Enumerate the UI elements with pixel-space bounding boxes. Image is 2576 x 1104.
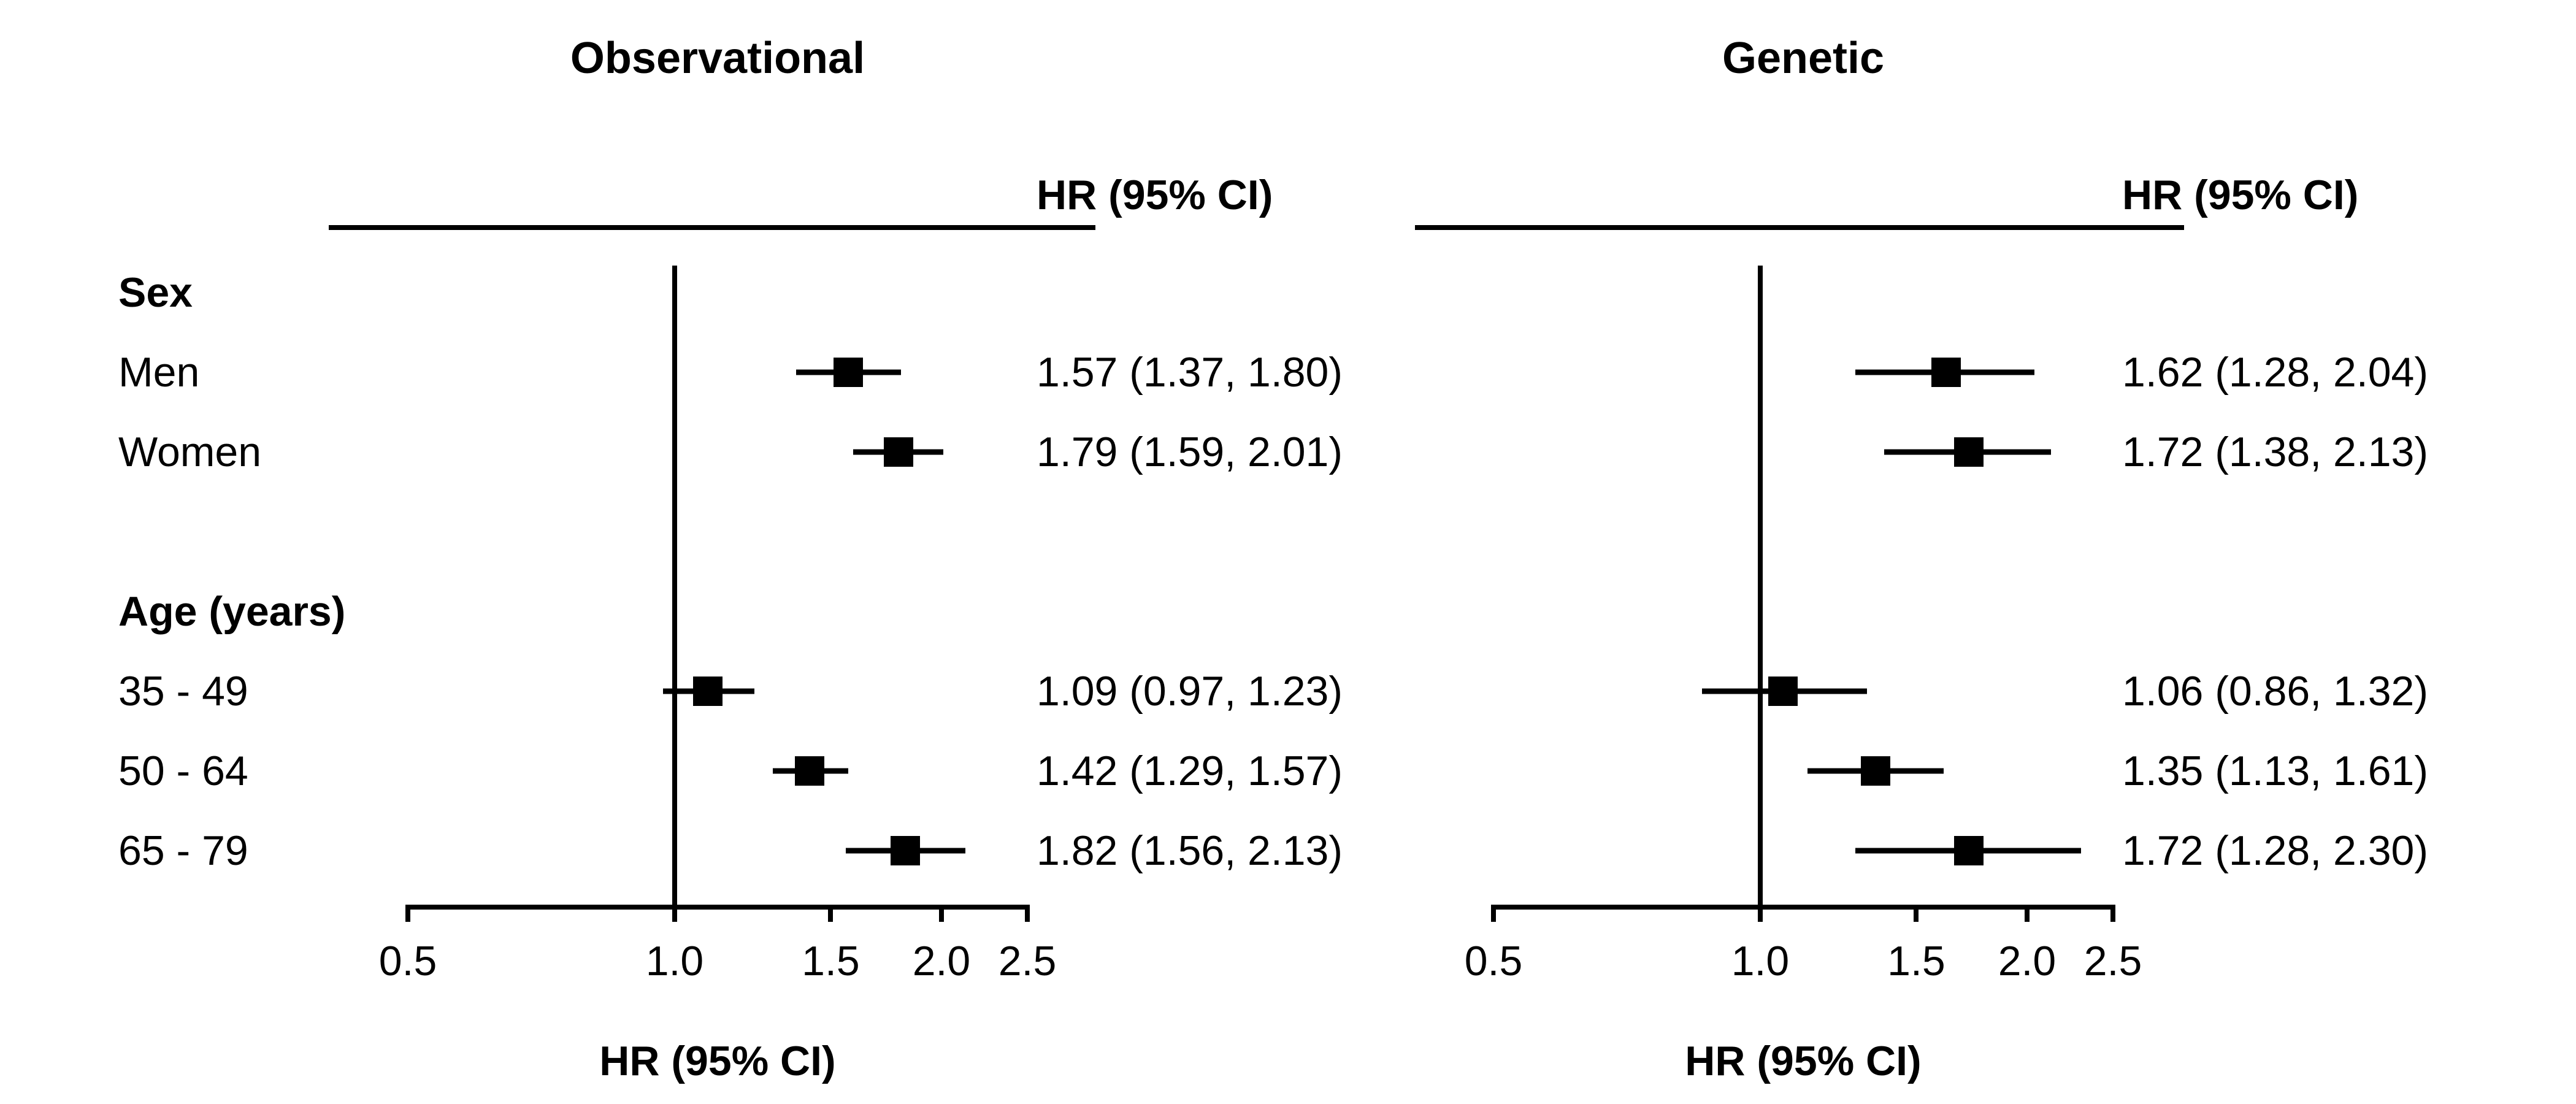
x-tick-label: 0.5 (378, 938, 437, 984)
x-axis-tick (1025, 907, 1030, 922)
column-header: HR (95% CI) (2122, 172, 2359, 218)
x-tick-label: 1.0 (1731, 938, 1790, 984)
x-axis-tick (2110, 907, 2115, 922)
x-axis-tick (1491, 907, 1496, 922)
estimate-value-text: 1.62 (1.28, 2.04) (2122, 349, 2429, 396)
estimate-square (1861, 756, 1891, 786)
row-label: 50 - 64 (118, 748, 248, 794)
estimate-value-text: 1.79 (1.59, 2.01) (1037, 429, 1343, 475)
x-tick-label: 2.0 (1998, 938, 2057, 984)
x-tick-label: 0.5 (1464, 938, 1523, 984)
estimate-square (1931, 358, 1961, 387)
x-tick-label: 2.0 (912, 938, 971, 984)
x-axis-line (1491, 905, 2115, 910)
estimate-value-text: 1.35 (1.13, 1.61) (2122, 748, 2429, 794)
axis-title: HR (95% CI) (599, 1038, 836, 1084)
panel-title: Genetic (1722, 34, 1885, 83)
row-label: 65 - 79 (118, 827, 248, 874)
row-label: Men (118, 349, 200, 396)
x-tick-label: 1.5 (1887, 938, 1945, 984)
estimate-value-text: 1.72 (1.28, 2.30) (2122, 827, 2429, 874)
x-axis-tick (672, 907, 677, 922)
column-header: HR (95% CI) (1037, 172, 1273, 218)
row-label: 35 - 49 (118, 668, 248, 715)
x-axis-tick (1914, 907, 1919, 922)
x-axis-tick (405, 907, 410, 922)
estimate-square (795, 756, 825, 786)
estimate-square (890, 836, 920, 865)
axis-title: HR (95% CI) (1685, 1038, 1922, 1084)
x-tick-label: 1.0 (645, 938, 704, 984)
row-label: Sex (118, 269, 193, 316)
header-rule (329, 225, 1095, 230)
estimate-square (1954, 437, 1984, 467)
reference-line (1758, 266, 1763, 907)
estimate-value-text: 1.82 (1.56, 2.13) (1037, 827, 1343, 874)
x-axis-tick (938, 907, 944, 922)
estimate-square (693, 677, 723, 706)
x-axis-tick (2024, 907, 2030, 922)
x-axis-tick (828, 907, 834, 922)
estimate-square (884, 437, 914, 467)
panel-title: Observational (570, 34, 865, 83)
estimate-square (834, 358, 864, 387)
x-tick-label: 2.5 (998, 938, 1057, 984)
estimate-value-text: 1.06 (0.86, 1.32) (2122, 668, 2429, 715)
header-rule (1415, 225, 2184, 230)
row-label: Women (118, 429, 262, 475)
estimate-value-text: 1.57 (1.37, 1.80) (1037, 349, 1343, 396)
row-label: Age (years) (118, 588, 346, 635)
estimate-square (1954, 836, 1984, 865)
estimate-value-text: 1.42 (1.29, 1.57) (1037, 748, 1343, 794)
estimate-square (1768, 677, 1798, 706)
x-tick-label: 2.5 (2083, 938, 2142, 984)
reference-line (672, 266, 677, 907)
x-axis-line (405, 905, 1030, 910)
x-tick-label: 1.5 (802, 938, 860, 984)
x-axis-tick (1757, 907, 1763, 922)
estimate-value-text: 1.09 (0.97, 1.23) (1037, 668, 1343, 715)
estimate-value-text: 1.72 (1.38, 2.13) (2122, 429, 2429, 475)
